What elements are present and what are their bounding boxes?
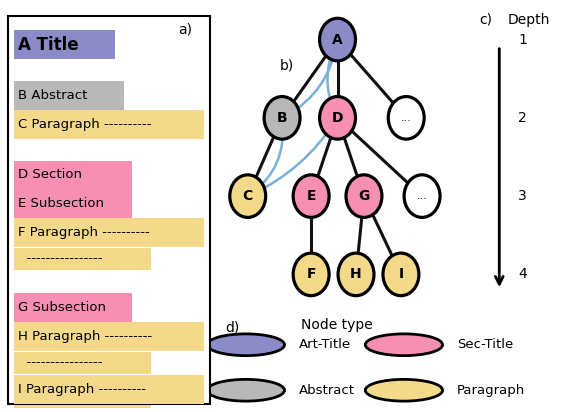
FancyBboxPatch shape xyxy=(14,218,204,247)
Text: ----------------: ---------------- xyxy=(18,356,103,369)
Text: E Subsection: E Subsection xyxy=(18,197,105,210)
Circle shape xyxy=(320,96,356,139)
Circle shape xyxy=(320,18,356,61)
Text: 2: 2 xyxy=(518,111,527,125)
Circle shape xyxy=(338,253,374,296)
Text: 3: 3 xyxy=(518,189,527,203)
FancyBboxPatch shape xyxy=(14,322,204,351)
Text: ...: ... xyxy=(401,113,411,123)
FancyBboxPatch shape xyxy=(14,189,132,218)
Circle shape xyxy=(293,253,329,296)
FancyBboxPatch shape xyxy=(14,110,204,138)
Text: F Paragraph ----------: F Paragraph ---------- xyxy=(18,226,150,239)
Circle shape xyxy=(365,334,443,356)
FancyBboxPatch shape xyxy=(14,352,151,374)
Text: C Paragraph ----------: C Paragraph ---------- xyxy=(18,118,152,131)
Text: c): c) xyxy=(479,13,492,27)
FancyBboxPatch shape xyxy=(8,16,210,404)
FancyBboxPatch shape xyxy=(14,375,204,404)
Text: F: F xyxy=(306,267,316,281)
Text: A: A xyxy=(332,33,343,47)
Text: Abstract: Abstract xyxy=(298,384,355,397)
Text: D: D xyxy=(332,111,343,125)
Text: E: E xyxy=(306,189,316,203)
Text: A Title: A Title xyxy=(18,35,79,54)
FancyBboxPatch shape xyxy=(14,30,115,59)
Text: I Paragraph ----------: I Paragraph ---------- xyxy=(18,383,146,396)
Text: Depth: Depth xyxy=(508,13,550,27)
Text: Art-Title: Art-Title xyxy=(298,338,351,351)
Circle shape xyxy=(383,253,419,296)
Text: 4: 4 xyxy=(518,267,527,281)
Circle shape xyxy=(388,96,424,139)
Text: ----------------: ---------------- xyxy=(18,409,103,412)
FancyBboxPatch shape xyxy=(14,405,151,412)
Text: b): b) xyxy=(279,59,294,73)
Circle shape xyxy=(207,379,284,401)
Text: d): d) xyxy=(225,320,239,334)
Text: H: H xyxy=(350,267,362,281)
Text: D Section: D Section xyxy=(18,169,82,181)
Text: B: B xyxy=(277,111,287,125)
Text: C: C xyxy=(243,189,253,203)
Text: 1: 1 xyxy=(518,33,527,47)
FancyBboxPatch shape xyxy=(14,248,151,270)
Text: Paragraph: Paragraph xyxy=(456,384,525,397)
Circle shape xyxy=(207,334,284,356)
Text: ----------------: ---------------- xyxy=(18,252,103,265)
Text: I: I xyxy=(398,267,404,281)
Circle shape xyxy=(264,96,300,139)
Text: B Abstract: B Abstract xyxy=(18,89,88,102)
Text: G Subsection: G Subsection xyxy=(18,301,106,314)
Circle shape xyxy=(346,175,382,218)
Text: G: G xyxy=(358,189,370,203)
Text: Node type: Node type xyxy=(301,318,373,332)
Circle shape xyxy=(365,379,443,401)
Text: ...: ... xyxy=(416,191,428,201)
Circle shape xyxy=(293,175,329,218)
Text: Sec-Title: Sec-Title xyxy=(456,338,513,351)
Text: H Paragraph ----------: H Paragraph ---------- xyxy=(18,330,152,343)
Circle shape xyxy=(230,175,266,218)
FancyBboxPatch shape xyxy=(14,161,132,189)
Circle shape xyxy=(404,175,440,218)
FancyBboxPatch shape xyxy=(14,293,132,322)
FancyBboxPatch shape xyxy=(14,81,124,110)
Text: a): a) xyxy=(179,22,192,36)
